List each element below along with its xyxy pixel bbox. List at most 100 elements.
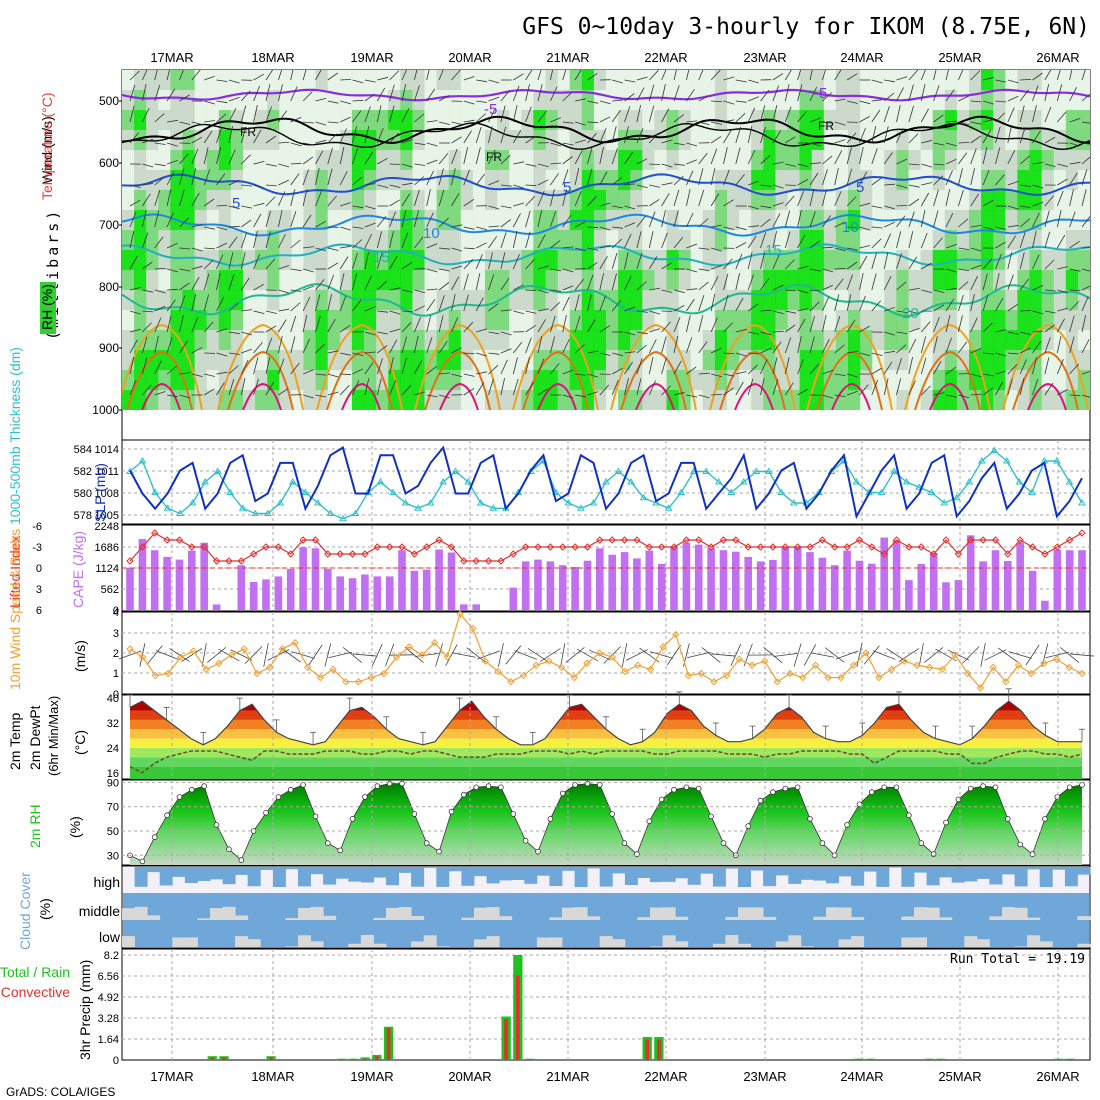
rh-cell	[1077, 270, 1090, 291]
rh2m-tick-3: 30	[107, 850, 119, 862]
upper-wind-barb	[760, 252, 765, 270]
rh2m-point	[683, 784, 690, 791]
rh-cell	[630, 310, 643, 331]
upper-wind-barb	[1032, 72, 1043, 81]
cape-bar	[942, 582, 950, 610]
wind10-barb	[588, 649, 611, 661]
rh-cell	[739, 250, 752, 271]
rh-cell	[509, 210, 522, 231]
upper-wind-barb	[290, 116, 302, 123]
rh-cell	[291, 290, 305, 311]
upper-wind-barb	[525, 289, 537, 291]
rh-cell	[763, 150, 776, 171]
wind10-point	[430, 639, 439, 647]
cloud-mid-gap	[197, 918, 211, 920]
rh-cell	[775, 130, 789, 151]
upper-wind-barb	[1032, 162, 1044, 165]
thickness-point	[301, 488, 310, 495]
rh-cell	[860, 370, 873, 391]
rh-cell	[763, 230, 776, 251]
wind10-point	[545, 657, 553, 665]
rh-cell	[376, 230, 389, 251]
cloud-high-bar	[863, 867, 877, 872]
rh-cell	[835, 370, 849, 391]
rh-cell	[122, 70, 135, 91]
lifted-index-point	[1078, 529, 1086, 537]
upper-air-rh-label: RH (%)	[39, 284, 55, 330]
cape-bar	[843, 550, 851, 610]
cape-bar	[1053, 549, 1062, 610]
cape-bar	[336, 576, 344, 610]
upper-wind-barb	[1007, 181, 1019, 186]
upper-wind-barb	[191, 294, 196, 312]
rh-cell	[194, 310, 208, 331]
rh-cell	[908, 290, 922, 311]
rh-cell	[364, 210, 377, 231]
rh-cell	[315, 150, 329, 171]
upper-wind-barb	[500, 205, 512, 209]
cloud-mid-gap	[285, 918, 299, 920]
rh-cell	[122, 190, 135, 211]
upper-wind-barb	[1081, 285, 1090, 291]
rh-cell	[230, 150, 244, 171]
upper-wind-barb	[945, 158, 957, 165]
upper-wind-barb	[167, 394, 178, 398]
cape-bar	[1016, 542, 1024, 610]
rh-cell	[642, 70, 655, 91]
upper-wind-barb	[871, 205, 883, 209]
contour-30-bump-0	[126, 350, 193, 410]
rh-cell	[1053, 250, 1067, 271]
upper-wind-barb	[970, 193, 980, 207]
upper-wind-barb	[562, 338, 570, 354]
upper-wind-barb	[933, 210, 939, 228]
rh-cell	[727, 330, 740, 351]
rh-cell	[848, 150, 861, 171]
cloud-high-bar	[964, 867, 978, 882]
rh-cell	[702, 250, 716, 271]
upper-wind-barb	[883, 106, 890, 123]
cape-bar	[855, 560, 864, 610]
cloud-high-bar	[348, 867, 362, 882]
upper-wind-barb	[661, 232, 668, 249]
upper-wind-barb	[822, 246, 834, 249]
upper-wind-barb	[315, 279, 325, 291]
upper-wind-barb	[735, 147, 741, 165]
top-date-26MAR: 26MAR	[1036, 50, 1079, 65]
upper-wind-barb	[1056, 190, 1064, 207]
wind10-barb	[146, 645, 163, 665]
wind10-point	[900, 657, 909, 665]
rh-cell	[763, 170, 776, 191]
upper-wind-barb	[216, 100, 228, 104]
cape-bar	[818, 557, 827, 610]
upper-wind-barb	[302, 268, 314, 273]
wind10-point	[557, 663, 566, 672]
upper-wind-barb	[1069, 315, 1075, 333]
upper-wind-barb	[735, 126, 742, 144]
rh-cell	[1053, 150, 1067, 171]
rh-cell	[1053, 310, 1067, 331]
rh-cell	[497, 270, 510, 291]
upper-wind-barb	[364, 222, 376, 228]
upper-wind-barb	[710, 265, 722, 270]
upper-wind-barb	[871, 126, 877, 144]
upper-wind-barb	[983, 373, 994, 377]
rh-cell	[618, 150, 631, 171]
upper-wind-barb	[142, 107, 150, 123]
cape-bar	[744, 556, 752, 610]
upper-wind-barb	[488, 274, 495, 291]
wind10-point	[253, 669, 261, 678]
rh-cell	[981, 210, 994, 231]
rh-cell	[267, 130, 280, 151]
rh2m-point	[411, 811, 418, 817]
upper-wind-barb	[303, 142, 314, 146]
cloud-high-bar	[712, 867, 726, 887]
cape-bar	[249, 582, 258, 610]
lifted-index-point	[744, 543, 752, 551]
rh-cell	[460, 90, 474, 111]
rh-cell	[823, 70, 837, 91]
rh-cell	[714, 150, 728, 171]
rh-cell	[303, 90, 317, 111]
precip-total-bar	[1065, 1058, 1075, 1060]
upper-wind-barb	[636, 215, 646, 228]
